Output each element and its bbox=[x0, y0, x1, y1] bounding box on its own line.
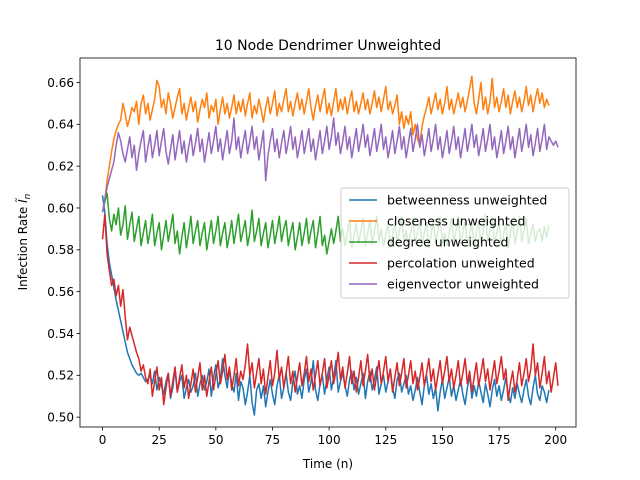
axes-layer: 0 25 50 75 100 125 150 175 200 0.50 0.52 0.54 0.56 0.… bbox=[47, 57, 577, 447]
x-tick-label: 125 bbox=[374, 433, 397, 447]
y-axis-label-symbol: Ĩ bbox=[15, 198, 30, 203]
y-tick-label: 0.60 bbox=[47, 201, 74, 215]
axes-frame bbox=[79, 57, 577, 428]
series-line-closeness-unweighted bbox=[101, 75, 550, 213]
series-layer bbox=[101, 75, 559, 416]
y-axis-label-text: Infection Rate bbox=[16, 207, 30, 291]
x-tick-label: 200 bbox=[544, 433, 567, 447]
y-tick-label: 0.64 bbox=[47, 118, 74, 132]
legend-box bbox=[340, 187, 570, 299]
y-tick-label: 0.62 bbox=[47, 159, 74, 173]
y-axis-label: Infection Rate Ĩn bbox=[15, 193, 33, 290]
x-tick-label: 100 bbox=[318, 433, 341, 447]
y-axis-label-subscript: n bbox=[23, 193, 33, 199]
chart-title: 10 Node Dendrimer Unweighted bbox=[215, 38, 441, 54]
y-tick-label: 0.50 bbox=[47, 410, 74, 424]
legend: betweenness unweighted closeness unweight… bbox=[340, 187, 570, 299]
y-tick-label: 0.66 bbox=[47, 76, 74, 90]
legend-label: degree unweighted bbox=[387, 235, 508, 250]
y-tick-label: 0.54 bbox=[47, 327, 74, 341]
plot-area bbox=[101, 75, 559, 416]
series-line-eigenvector-unweighted bbox=[101, 117, 559, 213]
x-tick-label: 175 bbox=[488, 433, 511, 447]
x-tick-label: 50 bbox=[208, 433, 223, 447]
x-tick-label: 150 bbox=[431, 433, 454, 447]
x-axis-label: Time (n) bbox=[302, 457, 353, 471]
legend-label: closeness unweighted bbox=[387, 214, 525, 229]
y-tick-label: 0.52 bbox=[47, 369, 74, 383]
x-tick-label: 75 bbox=[265, 433, 280, 447]
legend-label: eigenvector unweighted bbox=[387, 277, 539, 292]
x-tick-label: 0 bbox=[99, 433, 107, 447]
series-line-percolation-unweighted bbox=[101, 213, 559, 406]
x-tick-label: 25 bbox=[152, 433, 167, 447]
y-tick-label: 0.58 bbox=[47, 243, 74, 257]
legend-label: betweenness unweighted bbox=[387, 193, 547, 208]
y-tick-label: 0.56 bbox=[47, 285, 74, 299]
legend-label: percolation unweighted bbox=[387, 256, 535, 271]
